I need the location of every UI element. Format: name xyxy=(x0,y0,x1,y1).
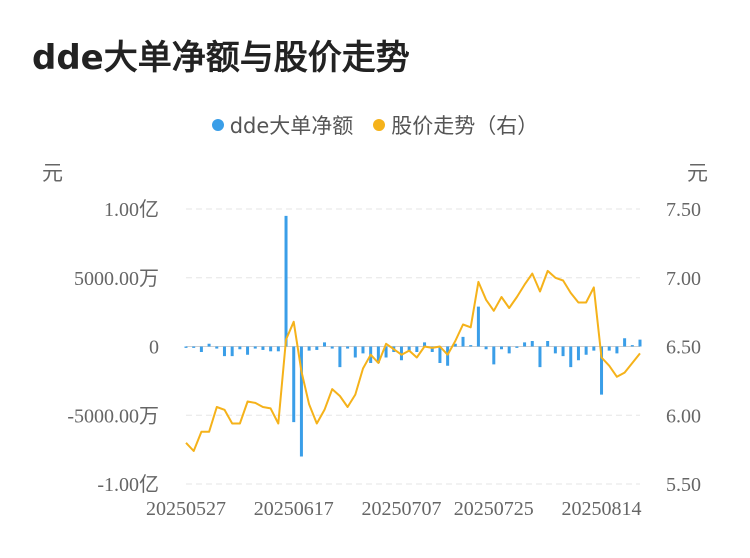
legend-dot-price xyxy=(373,119,386,131)
dde-bar xyxy=(330,346,334,349)
dde-bar xyxy=(323,342,327,347)
dde-bar xyxy=(492,346,496,365)
dde-bar xyxy=(561,346,565,357)
x-tick-label: 20250814 xyxy=(562,498,642,520)
x-tick-label: 20250707 xyxy=(361,498,441,520)
dde-bar xyxy=(307,346,311,351)
dde-bar xyxy=(623,338,627,347)
right-tick-label: 6.00 xyxy=(666,405,701,427)
dde-bar xyxy=(276,346,280,352)
dde-bar xyxy=(384,346,388,358)
dde-bar xyxy=(499,346,503,350)
dde-bar xyxy=(546,341,550,347)
dde-bar xyxy=(230,346,234,357)
dde-bar xyxy=(438,346,442,363)
dde-bar xyxy=(269,346,273,352)
left-axis-unit: 元 xyxy=(42,161,63,185)
dde-bar xyxy=(192,346,196,348)
dde-bar xyxy=(553,346,557,354)
dde-bar xyxy=(238,346,242,350)
dde-bar xyxy=(630,345,634,347)
dde-bar xyxy=(592,346,596,351)
legend-item-dde[interactable]: dde大单净额 xyxy=(211,110,354,140)
dde-bar xyxy=(423,342,427,347)
dde-bar xyxy=(484,346,488,350)
dde-bar xyxy=(538,346,542,368)
dde-bar xyxy=(184,346,188,348)
dde-bar xyxy=(315,346,319,350)
dde-bars xyxy=(184,215,642,457)
dde-bar xyxy=(407,346,411,352)
dde-bar xyxy=(261,346,265,350)
right-tick-label: 5.50 xyxy=(666,474,701,496)
dde-bar xyxy=(353,346,357,358)
dde-bar xyxy=(569,346,573,368)
dde-bar xyxy=(469,345,473,347)
dde-bar xyxy=(446,346,450,366)
right-tick-label: 7.50 xyxy=(666,199,701,221)
dde-bar xyxy=(523,342,527,347)
dde-bar xyxy=(430,346,434,352)
dde-bar xyxy=(476,306,480,347)
x-tick-label: 20250617 xyxy=(254,498,334,520)
dde-bar xyxy=(292,346,296,423)
legend-item-price[interactable]: 股价走势（右） xyxy=(373,110,538,140)
price-line xyxy=(185,269,641,452)
right-tick-label: 7.00 xyxy=(666,268,701,290)
left-tick-label: 1.00亿 xyxy=(104,198,159,221)
left-tick-label: 5000.00万 xyxy=(74,268,159,290)
legend-label-dde: dde大单净额 xyxy=(229,114,354,138)
dde-bar xyxy=(530,341,534,347)
dde-bar xyxy=(461,336,465,347)
dde-bar xyxy=(253,346,257,349)
dde-bar xyxy=(507,346,511,354)
right-tick-label: 6.50 xyxy=(666,337,701,359)
x-tick-label: 20250527 xyxy=(146,498,226,520)
dde-bar xyxy=(376,346,380,363)
left-tick-label: -5000.00万 xyxy=(67,405,159,427)
dde-bar xyxy=(284,215,288,347)
dde-bar xyxy=(399,346,403,361)
chart-title: dde大单净额与股价走势 xyxy=(32,38,410,78)
right-axis-unit: 元 xyxy=(687,161,708,185)
dde-bar xyxy=(453,343,457,347)
dde-bar xyxy=(299,346,303,457)
left-tick-label: 0 xyxy=(149,337,159,359)
legend-label-price: 股价走势（右） xyxy=(391,114,539,138)
dde-bar xyxy=(584,346,588,355)
dde-bar xyxy=(338,346,342,368)
dde-bar xyxy=(615,346,619,354)
legend-dot-dde xyxy=(211,119,224,131)
dde-bar xyxy=(199,346,203,352)
dde-bar xyxy=(415,346,419,352)
dde-bar xyxy=(215,346,219,349)
dde-bar xyxy=(600,346,604,395)
dde-bar xyxy=(361,346,365,354)
dde-bar xyxy=(346,346,350,349)
dde-bar xyxy=(607,346,611,351)
dde-bar xyxy=(207,343,211,347)
dde-bar xyxy=(515,346,519,348)
chart-legend: dde大单净额 股价走势（右） xyxy=(0,110,750,140)
dde-bar xyxy=(638,339,642,347)
dde-bar xyxy=(576,346,580,361)
dde-bar xyxy=(222,346,226,357)
price-line-layer xyxy=(185,269,641,452)
dde-bar xyxy=(246,346,250,355)
axis-ticks: 1.00亿 5000.00万 0 -5000.00万 -1.00亿 7.50 7.00 6.5… xyxy=(67,198,701,520)
left-tick-label: -1.00亿 xyxy=(97,473,159,496)
x-tick-label: 20250725 xyxy=(454,498,534,520)
